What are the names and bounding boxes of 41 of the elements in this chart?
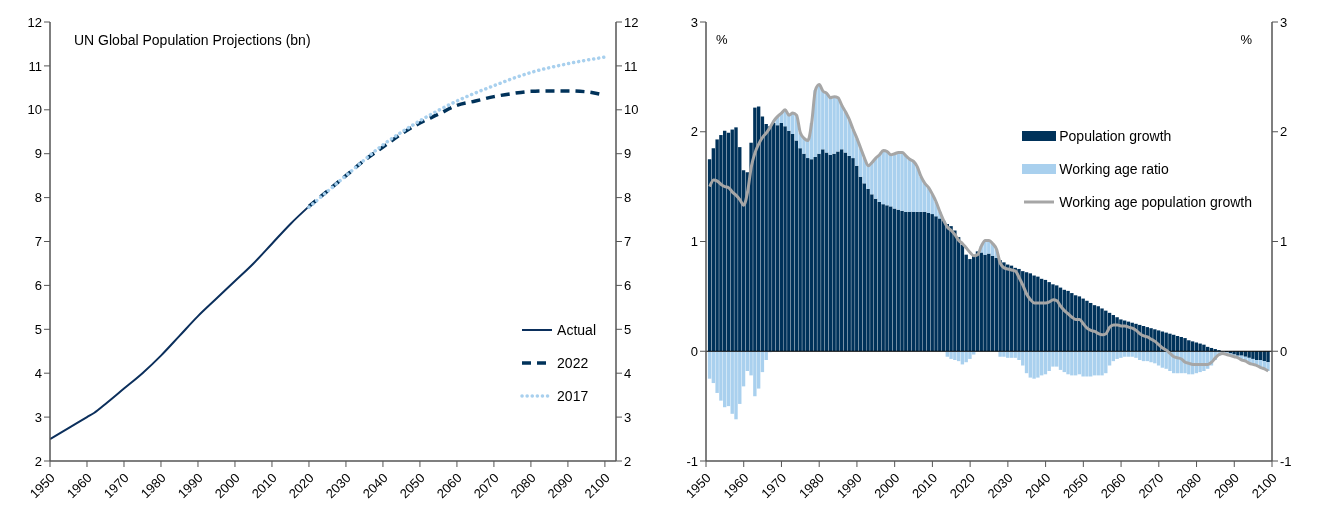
y-tick-label: 6: [34, 278, 42, 294]
y-tick-label: 2: [34, 453, 42, 469]
y2-tick-label: 4: [624, 365, 632, 381]
y-tick-label: 9: [34, 146, 42, 162]
y2-tick-label: 9: [624, 146, 632, 162]
y-tick-label: 12: [27, 14, 42, 30]
y2-tick-label: 5: [624, 321, 632, 337]
y-tick-label: 0: [690, 343, 698, 359]
y2-tick-label: 7: [624, 234, 632, 250]
y-tick-label: 8: [34, 190, 42, 206]
text: UN Global Population Projections (bn): [74, 32, 311, 48]
y-tick-label: 1: [690, 234, 698, 250]
y2-axis-title: %: [1240, 32, 1252, 47]
y2-tick-label: 6: [624, 278, 632, 294]
y2-tick-label: 2: [624, 453, 632, 469]
y2-tick-label: 11: [624, 58, 638, 74]
y-tick-label: 4: [34, 365, 42, 381]
legend-label: Actual: [557, 322, 596, 338]
legend-label: Working age population growth: [1059, 194, 1252, 210]
y-tick-label: 3: [690, 14, 698, 30]
legend-label: Working age ratio: [1059, 161, 1169, 177]
y2-tick-label: 8: [624, 190, 632, 206]
y2-tick-label: 0: [1280, 343, 1288, 359]
y-tick-label: 11: [28, 58, 42, 74]
y2-tick-label: 10: [624, 102, 639, 118]
y-tick-label: 10: [27, 102, 42, 118]
legend-label: Population growth: [1059, 128, 1172, 144]
y-tick-label: 2: [690, 124, 698, 140]
y-tick-label: 7: [34, 234, 42, 250]
y2-tick-label: 1: [1280, 234, 1288, 250]
y2-tick-label: 3: [624, 409, 632, 425]
y-axis-title: %: [716, 32, 728, 47]
y-tick-label: -1: [686, 453, 698, 469]
y2-tick-label: 2: [1280, 124, 1288, 140]
y2-tick-label: -1: [1280, 453, 1292, 469]
y2-tick-label: 3: [1280, 14, 1288, 30]
legend-label: 2017: [557, 388, 589, 404]
y2-tick-label: 12: [624, 14, 639, 30]
y-tick-label: 5: [34, 321, 42, 337]
legend-label: 2022: [557, 355, 589, 371]
y-tick-label: 3: [34, 409, 42, 425]
